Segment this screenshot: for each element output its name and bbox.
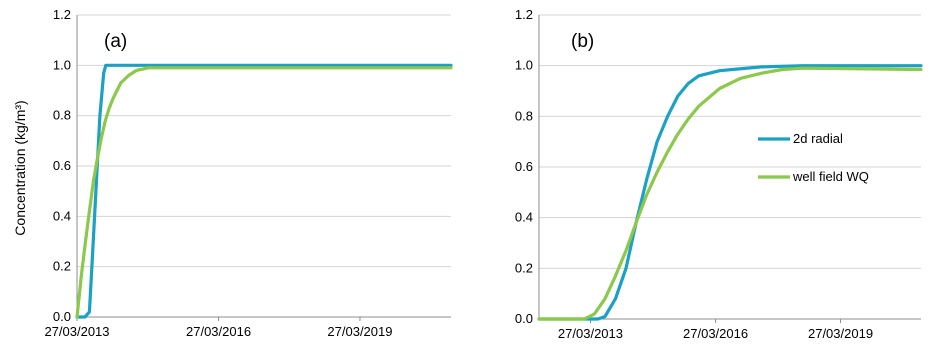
y-tick-label: 1.0 bbox=[515, 58, 533, 73]
legend: 2d radial well field WQ bbox=[758, 131, 869, 184]
y-tick-label: 0.8 bbox=[515, 108, 533, 123]
legend-entry: well field WQ bbox=[792, 169, 869, 184]
x-tick-label: 27/03/2013 bbox=[44, 324, 109, 339]
chart-panel-a: 0.00.20.40.60.81.01.2 27/03/2013 27/03/20… bbox=[12, 7, 453, 339]
y-tick-label: 1.0 bbox=[53, 57, 71, 72]
y-tick-labels: 0.0 0.2 0.4 0.6 0.8 1.0 1.2 bbox=[53, 7, 71, 324]
panel-label: (a) bbox=[104, 31, 127, 52]
series-line-wellfield bbox=[75, 66, 453, 319]
y-tick-label: 0.0 bbox=[515, 311, 533, 326]
y-tick-label: 0.0 bbox=[53, 309, 71, 324]
x-tick-label: 27/03/2019 bbox=[327, 324, 392, 339]
panel-label: (b) bbox=[571, 31, 594, 52]
y-tick-labels: 0.0 0.2 0.4 0.6 0.8 1.0 1.2 bbox=[515, 7, 533, 326]
x-tick-label: 27/03/2016 bbox=[683, 326, 748, 341]
y-tick-label: 1.2 bbox=[515, 7, 533, 22]
y-tick-label: 0.8 bbox=[53, 108, 71, 123]
x-tick-label: 27/03/2019 bbox=[808, 326, 873, 341]
series-line-wellfield bbox=[537, 66, 923, 321]
x-tick-labels: 27/03/2013 27/03/2016 27/03/2019 bbox=[44, 324, 392, 339]
gridlines bbox=[77, 14, 451, 268]
y-tick-label: 0.6 bbox=[515, 159, 533, 174]
series-lines bbox=[537, 64, 923, 321]
x-tick-label: 27/03/2016 bbox=[186, 324, 251, 339]
y-tick-label: 0.2 bbox=[53, 259, 71, 274]
x-tick-labels: 27/03/2013 27/03/2016 27/03/2019 bbox=[558, 326, 873, 341]
y-tick-label: 0.2 bbox=[515, 260, 533, 275]
gridlines bbox=[539, 14, 921, 269]
series-line-radial bbox=[75, 63, 453, 319]
y-tick-label: 0.4 bbox=[515, 210, 533, 225]
chart-panel-b: 0.00.20.40.60.81.01.2 27/03/2013 27/03/20… bbox=[515, 7, 923, 341]
legend-entry: 2d radial bbox=[793, 131, 843, 146]
axes bbox=[76, 15, 451, 321]
y-tick-label: 0.4 bbox=[53, 208, 71, 223]
y-tick-label: 1.2 bbox=[53, 7, 71, 22]
x-tick-label: 27/03/2013 bbox=[558, 326, 623, 341]
y-axis-label: Concentration (kg/m³) bbox=[12, 100, 28, 235]
y-tick-label: 0.6 bbox=[53, 158, 71, 173]
series-line-radial bbox=[537, 64, 923, 321]
series-lines bbox=[75, 63, 453, 319]
